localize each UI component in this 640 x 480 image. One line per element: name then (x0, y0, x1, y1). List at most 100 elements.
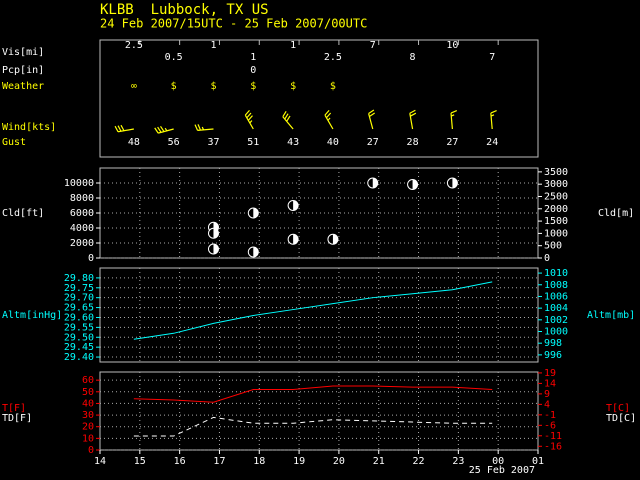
x-tick-label: 21 (373, 456, 385, 467)
weather-symbol: $ (330, 81, 336, 92)
y-tick-label: 60 (82, 375, 94, 386)
row-label: Wind[kts] (2, 122, 56, 133)
panel-frame (99, 371, 539, 451)
row-value: 43 (287, 137, 299, 148)
data-line (133, 385, 493, 403)
cloud-marker (287, 233, 299, 245)
x-tick-label: 20 (333, 456, 345, 467)
y2-tick-label: 1010 (544, 268, 568, 279)
y2-tick-label: 500 (544, 241, 562, 252)
cloud-marker (207, 243, 219, 255)
weather-symbol: $ (250, 81, 256, 92)
x-tick-label: 16 (174, 456, 186, 467)
y-tick-label: 29.55 (64, 322, 94, 333)
row-value: 7 (489, 52, 495, 63)
wind-barb (368, 109, 375, 130)
row-value: 48 (128, 137, 140, 148)
y2-tick-label: 998 (544, 338, 562, 349)
row-value: 24 (486, 137, 498, 148)
row-value: 10 (446, 40, 458, 51)
y-tick-label: 29.75 (64, 283, 94, 294)
row-value: 1 (250, 52, 256, 63)
row-value: 7 (370, 40, 376, 51)
y2-tick-label: 1002 (544, 315, 568, 326)
panel-frame (99, 267, 539, 363)
y2-tick-label: 3500 (544, 167, 568, 178)
y2-tick-label: 1500 (544, 216, 568, 227)
wind-barb (282, 111, 294, 130)
wind-barb (244, 110, 254, 130)
cloud-marker (207, 227, 219, 239)
y2-tick-label: -11 (544, 431, 562, 442)
row-value: 28 (407, 137, 419, 148)
y2-tick-label: -16 (544, 441, 562, 452)
wind-barb (194, 124, 214, 131)
cloud-marker (247, 246, 259, 258)
y-tick-label: 29.60 (64, 312, 94, 323)
wind-barb (154, 125, 174, 134)
cloud-marker (446, 177, 458, 189)
row-value: 1 (290, 40, 296, 51)
x-tick-label: 18 (253, 456, 265, 467)
y-tick-label: 29.70 (64, 293, 94, 304)
y-tick-label: 50 (82, 387, 94, 398)
row-value: 2.5 (125, 40, 143, 51)
row-value: 40 (327, 137, 339, 148)
y-tick-label: 29.50 (64, 332, 94, 343)
y2-tick-label: 9 (544, 389, 550, 400)
row-label: Gust (2, 137, 26, 148)
x-tick-label: 22 (413, 456, 425, 467)
row-label: Vis[mi] (2, 47, 44, 58)
y2-tick-label: 4 (544, 399, 550, 410)
y-tick-label: 0 (88, 253, 94, 264)
y2-tick-label: 1006 (544, 291, 568, 302)
weather-symbol: ∞ (131, 81, 137, 92)
wind-barb (114, 124, 134, 133)
y2-series-label: T[C] (606, 403, 630, 414)
x-tick-label: 19 (293, 456, 305, 467)
row-value: 27 (446, 137, 458, 148)
y2-tick-label: -6 (544, 420, 556, 431)
row-value: 27 (367, 137, 379, 148)
y2-axis-label: Altm[mb] (587, 310, 635, 321)
wind-barb (324, 110, 334, 130)
weather-symbol: $ (290, 81, 296, 92)
panel-frame (99, 39, 539, 158)
subtitle: 24 Feb 2007/15UTC - 25 Feb 2007/00UTC (100, 17, 367, 31)
y-tick-label: 29.45 (64, 342, 94, 353)
title: KLBB Lubbock, TX US (100, 2, 269, 18)
y-tick-label: 0 (88, 445, 94, 456)
x-tick-label: 17 (213, 456, 225, 467)
row-value: 2.5 (324, 52, 342, 63)
y2-tick-label: 1000 (544, 228, 568, 239)
cloud-marker (287, 200, 299, 211)
y2-tick-label: 3000 (544, 179, 568, 190)
x-tick-label: 01 (532, 456, 544, 467)
y-tick-label: 6000 (70, 208, 94, 219)
series-label: TD[F] (2, 413, 32, 424)
date-label: 25 Feb 2007 (469, 465, 535, 476)
row-value: 8 (410, 52, 416, 63)
y-tick-label: 40 (82, 398, 94, 409)
y2-tick-label: 1004 (544, 303, 568, 314)
data-line (133, 416, 493, 437)
cloud-marker (327, 233, 339, 245)
y2-tick-label: 1000 (544, 327, 568, 338)
row-label: Pcp[in] (2, 65, 44, 76)
x-tick-label: 23 (452, 456, 464, 467)
y-axis-label: Altm[inHg] (2, 310, 62, 321)
y2-tick-label: 2000 (544, 204, 568, 215)
y2-series-label: TD[C] (606, 413, 636, 424)
data-line (133, 281, 493, 340)
x-tick-label: 15 (134, 456, 146, 467)
row-value: 1 (210, 40, 216, 51)
y-tick-label: 10000 (64, 178, 94, 189)
y2-tick-label: 19 (544, 368, 556, 379)
cloud-marker (407, 179, 419, 190)
y-tick-label: 29.80 (64, 273, 94, 284)
y2-tick-label: 1008 (544, 280, 568, 291)
y-tick-label: 30 (82, 410, 94, 421)
y2-tick-label: -1 (544, 410, 556, 421)
x-tick-label: 14 (94, 456, 106, 467)
